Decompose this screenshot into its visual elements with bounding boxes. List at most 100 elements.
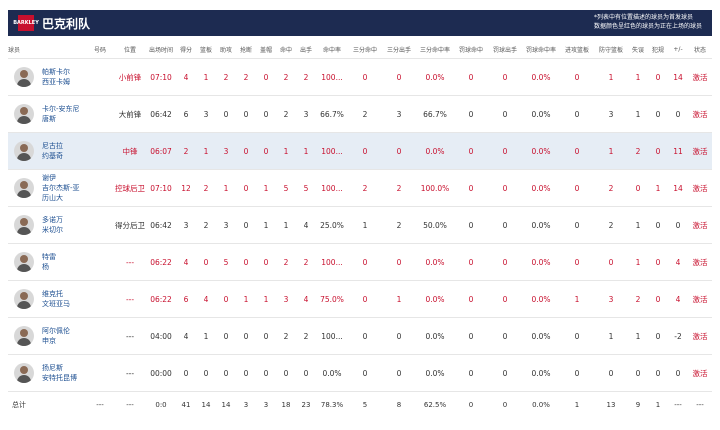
stat-dreb: 1 [594,317,628,355]
stat-ftp: 0.0% [522,243,560,281]
player-status[interactable]: 激活 [688,243,712,281]
stat-ftm: 0 [454,243,488,281]
stat-fga: 2 [296,243,316,281]
table-header-row: 球员 号码 位置 出场时间 得分 篮板 助攻 抢断 盖帽 命中 出手 命中率 三分命中 三分出手 三分命中率… [8,40,712,59]
total-ftp: 0.0% [532,401,550,409]
column-header: 三分命中率 [416,40,454,59]
stat-tov: 1 [628,95,648,133]
player-status[interactable]: 激活 [688,132,712,170]
player-cell: 谢伊 吉尔杰斯-亚历山大 [8,173,86,203]
stat-tpm: 0 [348,132,382,170]
stat-pf: 0 [648,317,668,355]
stat-ftp: 0.0% [522,95,560,133]
stat-tpp: 0.0% [416,132,454,170]
player-row[interactable]: 卡尔-安东尼 唐斯 大前锋 06:42 6 3 0 0 0 2 3 66.7% 2 3 66.7% 0 0 0.0… [8,95,712,133]
player-name[interactable]: 尼古拉 约基奇 [42,141,63,161]
column-header: 号码 [86,40,114,59]
player-name[interactable]: 维克托 文班亚马 [42,289,70,309]
stat-pos: --- [114,280,146,318]
stat-ast: 0 [216,354,236,392]
player-row[interactable]: 扬尼斯 安特托昆博 --- 00:00 0 0 0 0 0 0 0 0.0% 0 0 0.0% 0 0 0.0% 0… [8,354,712,392]
stat-stl: 0 [236,132,256,170]
stat-fta: 0 [488,169,522,207]
player-name[interactable]: 卡尔-安东尼 唐斯 [42,104,80,124]
stat-num [86,95,114,133]
stat-stl: 0 [236,354,256,392]
player-status[interactable]: 激活 [688,280,712,318]
stat-tpm: 0 [348,354,382,392]
stat-ast: 0 [216,95,236,133]
player-status[interactable]: 激活 [688,317,712,355]
player-row[interactable]: 特雷杨 --- 06:22 4 0 5 0 0 2 2 100... 0 0 0.0% 0 0 0.0% 0 0 1 0… [8,243,712,281]
stat-pts: 4 [176,58,196,96]
stat-fgp: 0.0% [316,354,348,392]
stat-tpp: 66.7% [416,95,454,133]
stat-oreb: 0 [560,206,594,244]
player-name[interactable]: 帕斯卡尔 西亚卡姆 [42,67,70,87]
total-fgp: 78.3% [320,401,344,409]
stat-blk: 1 [256,206,276,244]
total-pm: --- [674,401,682,409]
player-row[interactable]: 谢伊 吉尔杰斯-亚历山大 控球后卫 07:10 12 2 1 0 1 5 5 100... 2 2 100.… [8,169,712,207]
stat-pts: 6 [176,95,196,133]
stat-reb: 4 [196,280,216,318]
stat-tpp: 0.0% [416,354,454,392]
player-row[interactable]: 帕斯卡尔 西亚卡姆 小前锋 07:10 4 1 2 2 0 2 2 100... 0 0 0.0% 0 0 0.0… [8,58,712,96]
player-status[interactable]: 激活 [688,354,712,392]
stat-num [86,58,114,96]
stat-stl: 0 [236,243,256,281]
player-avatar [14,67,34,87]
player-status[interactable]: 激活 [688,95,712,133]
stat-dreb: 3 [594,95,628,133]
stat-fga: 5 [296,169,316,207]
stat-pm: 4 [668,280,688,318]
column-header: 三分出手 [382,40,416,59]
stat-pm: 0 [668,206,688,244]
column-header: 失误 [628,40,648,59]
stat-stl: 0 [236,317,256,355]
stat-ftm: 0 [454,132,488,170]
stat-fta: 0 [488,58,522,96]
player-row[interactable]: 尼古拉 约基奇 中锋 06:07 2 1 3 0 0 1 1 100... 0 0 0.0% 0 0 0.0% 0 1… [8,132,712,170]
stat-pf: 0 [648,132,668,170]
column-header: 出手 [296,40,316,59]
total-tpm: 5 [362,401,368,409]
stat-tpp: 100.0% [416,169,454,207]
stat-blk: 0 [256,132,276,170]
player-cell: 帕斯卡尔 西亚卡姆 [8,67,86,87]
column-header: 篮板 [196,40,216,59]
player-name[interactable]: 特雷杨 [42,252,56,272]
player-name[interactable]: 阿尔佩伦 申京 [42,326,70,346]
player-last-name: 唐斯 [42,115,56,123]
player-status[interactable]: 激活 [688,169,712,207]
player-name[interactable]: 扬尼斯 安特托昆博 [42,363,77,383]
stat-reb: 0 [196,354,216,392]
stat-stl: 0 [236,206,256,244]
player-name[interactable]: 多诺万 米切尔 [42,215,63,235]
player-avatar [14,104,34,124]
stat-pm: -2 [668,317,688,355]
stat-tpm: 0 [348,317,382,355]
stat-ftm: 0 [454,280,488,318]
stat-pts: 0 [176,354,196,392]
stat-tpa: 0 [382,317,416,355]
stat-min: 07:10 [146,58,176,96]
player-row[interactable]: 维克托 文班亚马 --- 06:22 6 4 0 1 1 3 4 75.0% 0 1 0.0% 0 0 0.0% 1… [8,280,712,318]
player-name[interactable]: 谢伊 吉尔杰斯-亚历山大 [42,173,86,203]
stat-oreb: 0 [560,354,594,392]
stat-pm: 11 [668,132,688,170]
player-avatar [14,363,34,383]
stat-ast: 2 [216,58,236,96]
player-cell: 维克托 文班亚马 [8,289,86,309]
player-status[interactable]: 激活 [688,206,712,244]
stat-min: 06:22 [146,243,176,281]
player-row[interactable]: 阿尔佩伦 申京 --- 04:00 4 1 0 0 0 2 2 100... 0 0 0.0% 0 0 0.0% 0… [8,317,712,355]
player-status[interactable]: 激活 [688,58,712,96]
player-cell: 特雷杨 [8,252,86,272]
stat-fga: 1 [296,132,316,170]
stat-num [86,169,114,207]
player-row[interactable]: 多诺万 米切尔 得分后卫 06:42 3 2 3 0 1 1 4 25.0% 1 2 50.0% 0 0 0.0%… [8,206,712,244]
total-stl: 3 [243,401,249,409]
team-name: 巴克利队 [42,16,91,31]
stat-reb: 1 [196,58,216,96]
